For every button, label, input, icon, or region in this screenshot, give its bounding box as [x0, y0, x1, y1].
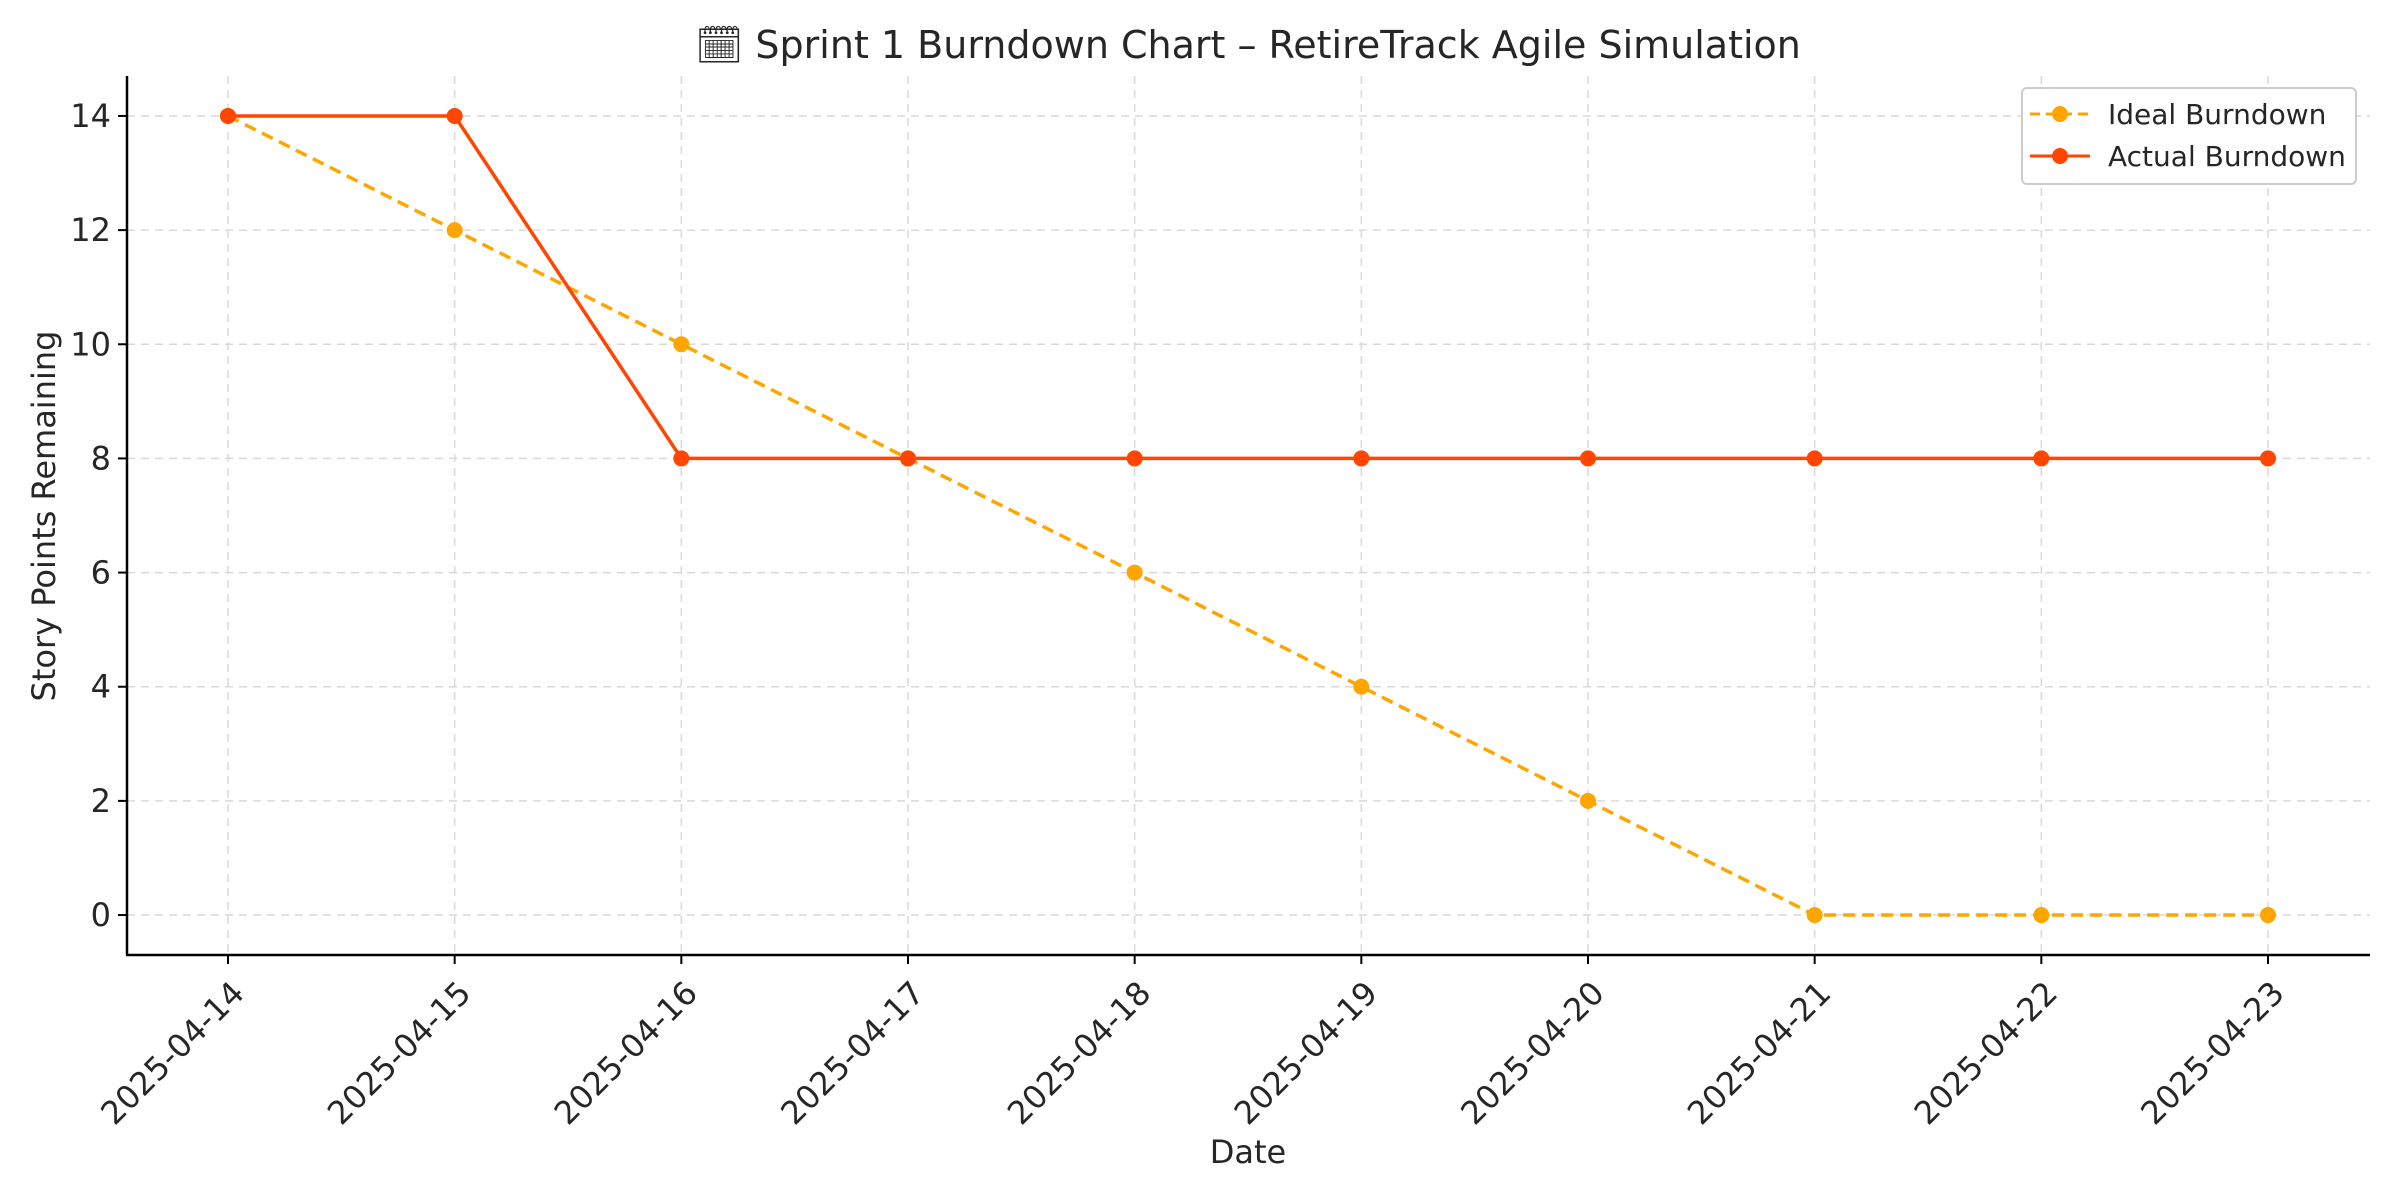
- ideal-burndown-point: [673, 336, 690, 353]
- y-tick-label: 4: [91, 668, 111, 706]
- ideal-burndown-point: [2260, 907, 2276, 924]
- actual-burndown-point: [1580, 450, 1596, 467]
- x-tick-label: 2025-04-20: [1453, 974, 1611, 1132]
- legend-ideal-marker: [2052, 106, 2068, 122]
- actual-burndown-point: [673, 450, 690, 467]
- actual-burndown-point: [900, 450, 916, 467]
- ideal-burndown-point: [1580, 792, 1596, 809]
- ideal-burndown-point: [446, 222, 463, 239]
- legend-actual-marker: [2052, 148, 2068, 164]
- y-tick-label: 8: [91, 439, 111, 477]
- series-layer: [220, 107, 2276, 924]
- legend-box: [2021, 87, 2357, 185]
- x-axis-label: Date: [1210, 1133, 1286, 1171]
- chart-title: 🗓 Sprint 1 Burndown Chart – RetireTrack …: [695, 23, 1801, 67]
- x-tick-label: 2025-04-16: [547, 974, 705, 1132]
- x-tick-label: 2025-04-14: [93, 974, 251, 1132]
- y-tick-label: 2: [91, 782, 111, 820]
- ideal-burndown-point: [1806, 907, 1823, 924]
- ticks-layer: 0 2 4 6 8 10 12 14 2025-04-14 2025-04-15 2025-04-1…: [70, 97, 2291, 1132]
- x-tick-label: 2025-04-22: [1907, 974, 2065, 1132]
- y-tick-label: 10: [70, 325, 111, 363]
- x-tick-label: 2025-04-18: [1000, 974, 1158, 1132]
- axes-layer: [125, 76, 2370, 957]
- actual-burndown-point: [1353, 450, 1370, 467]
- actual-burndown-point: [2033, 450, 2050, 467]
- x-tick-label: 2025-04-21: [1680, 974, 1838, 1132]
- ideal-burndown-point: [1353, 678, 1370, 695]
- y-tick-label: 14: [70, 97, 111, 135]
- ideal-burndown-point: [1126, 564, 1143, 581]
- y-tick-label: 6: [91, 554, 111, 592]
- actual-burndown-point: [1126, 450, 1143, 467]
- x-tick-label: 2025-04-15: [320, 974, 478, 1132]
- y-axis-label: Story Points Remaining: [25, 331, 63, 702]
- x-tick-label: 2025-04-19: [1227, 974, 1385, 1132]
- legend-actual-label: Actual Burndown: [2108, 140, 2346, 173]
- ideal-burndown-point: [2033, 907, 2050, 924]
- legend: Ideal Burndown Actual Burndown: [2021, 87, 2357, 185]
- actual-burndown-point: [2260, 450, 2276, 467]
- x-tick-label: 2025-04-17: [773, 974, 931, 1132]
- actual-burndown-point: [1806, 450, 1823, 467]
- actual-burndown-point: [220, 107, 236, 124]
- y-tick-label: 0: [91, 896, 111, 934]
- grid-layer: [127, 76, 2370, 955]
- actual-burndown-line: [228, 114, 2268, 461]
- x-tick-label: 2025-04-23: [2133, 974, 2291, 1132]
- y-tick-label: 12: [70, 211, 111, 249]
- legend-ideal-label: Ideal Burndown: [2108, 98, 2326, 131]
- actual-burndown-point: [446, 107, 463, 124]
